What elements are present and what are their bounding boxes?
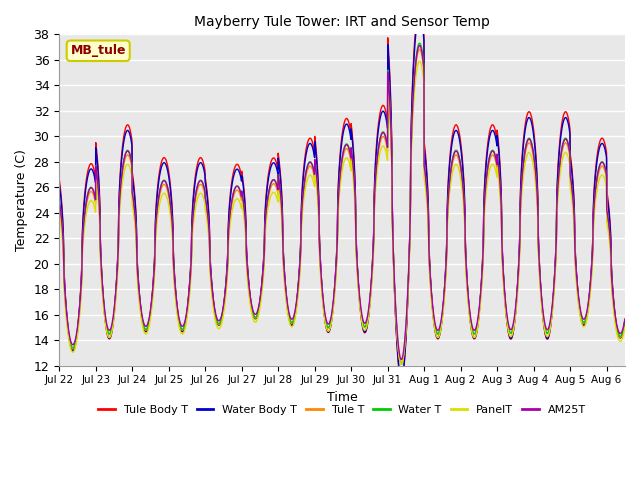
Line: AM25T: AM25T [59,46,625,360]
Tule Body T [120,134,127,140]
Legend: Tule Body T, Water Body T, Tule T, Water T, PanelT, AM25T: Tule Body T, Water Body T, Tule T, Water… [94,401,590,420]
PanelT [272,192,280,198]
AM25T [120,158,127,164]
AM25T [55,197,63,203]
AM25T [549,293,557,299]
X-axis label: Time: Time [326,391,357,404]
Water T [297,250,305,256]
Line: Tule T: Tule T [59,49,625,363]
PanelT [154,217,161,223]
Line: PanelT: PanelT [59,61,625,364]
AM25T [297,249,305,254]
AM25T [397,357,405,362]
PanelT [120,171,127,177]
Tule T [621,320,628,326]
PanelT [397,361,405,367]
Water T [154,206,161,212]
Tule T [154,209,161,215]
PanelT [297,259,305,264]
Water T [621,319,628,324]
Water Body T [416,12,424,17]
Tule T [272,184,280,190]
Tule T [611,308,618,313]
Tule Body T [297,242,305,248]
Water T [272,180,280,186]
Tule Body T [154,188,161,193]
AM25T [621,316,628,322]
Water Body T [611,304,618,310]
Text: MB_tule: MB_tule [70,44,126,57]
Tule Body T [272,159,280,165]
Water Body T [397,375,405,381]
Tule T [120,162,127,168]
Tule T [297,252,305,258]
Water T [120,158,127,164]
Tule Body T [416,3,424,9]
Water Body T [154,192,161,198]
Water T [397,361,405,367]
Water T [416,40,424,46]
Water Body T [297,244,305,250]
PanelT [55,210,63,216]
PanelT [416,58,424,64]
Water Body T [55,180,63,186]
Tule Body T [611,303,618,309]
Tule T [397,360,405,366]
Line: Water T: Water T [59,43,625,364]
Water T [55,197,63,203]
AM25T [416,43,424,48]
Tule Body T [621,317,628,323]
PanelT [549,301,557,307]
Tule T [55,201,63,207]
Water Body T [272,164,280,169]
Water Body T [549,296,557,302]
Water T [549,295,557,301]
AM25T [611,304,618,310]
PanelT [611,312,618,318]
AM25T [272,180,280,186]
PanelT [621,324,628,330]
Line: Tule Body T: Tule Body T [59,6,625,381]
AM25T [154,205,161,211]
Tule Body T [549,296,557,301]
Y-axis label: Temperature (C): Temperature (C) [15,149,28,251]
Tule Body T [397,378,405,384]
Water T [611,306,618,312]
Water Body T [621,318,628,324]
Tule T [416,47,424,52]
Title: Mayberry Tule Tower: IRT and Sensor Temp: Mayberry Tule Tower: IRT and Sensor Temp [194,15,490,29]
Line: Water Body T: Water Body T [59,14,625,378]
Tule T [549,297,557,302]
Water Body T [120,140,127,145]
Tule Body T [55,176,63,181]
